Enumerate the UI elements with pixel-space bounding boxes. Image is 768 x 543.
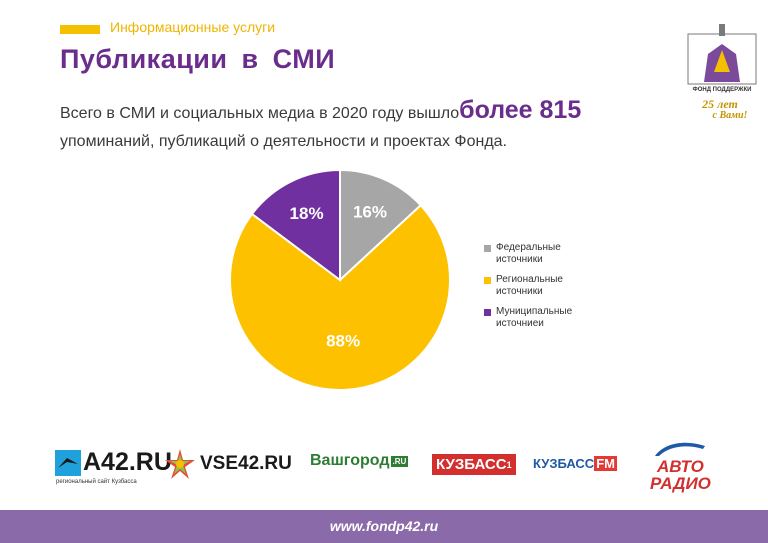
logo-slogan-1: 25 лет xyxy=(701,97,738,111)
pie-chart: 16% 88% 18% xyxy=(229,170,451,390)
fund-logo: ФОНД ПОДДЕРЖКИ 25 лет с Вами! xyxy=(687,24,757,120)
tag-bar xyxy=(60,25,100,34)
kuzbass-logo: КУЗБАСС 1 xyxy=(432,454,516,475)
intro-before: Всего в СМИ и социальных медиа в 2020 го… xyxy=(60,105,460,122)
star-icon xyxy=(165,449,195,479)
slice-label-municipal: 18% xyxy=(290,204,324,223)
slice-municipal xyxy=(250,170,341,283)
a42-icon xyxy=(55,449,81,476)
slice-federal xyxy=(339,170,423,283)
legend-item-regional: Региональные источники xyxy=(484,274,604,298)
logo-line: ФОНД ПОДДЕРЖКИ xyxy=(693,87,752,93)
footer-url[interactable]: www.fondp42.ru xyxy=(0,510,768,543)
swoosh-icon xyxy=(655,442,706,456)
vashgorod-logo: Вашгород .RU xyxy=(310,452,409,469)
intro-text: Всего в СМИ и социальных медиа в 2020 го… xyxy=(60,96,620,156)
intro-after: упоминаний, публикаций о деятельности и … xyxy=(60,133,507,150)
a42-subtitle: региональный сайт Кузбасса xyxy=(56,479,137,485)
slice-label-federal: 16% xyxy=(353,202,387,221)
legend-item-municipal: Муниципальные источниеи xyxy=(484,306,604,330)
legend-item-federal: Федеральные источники xyxy=(484,242,604,266)
legend-swatch xyxy=(484,277,491,284)
chart-legend: Федеральные источники Региональные источни… xyxy=(484,242,604,338)
slice-regional xyxy=(229,203,451,390)
legend-swatch xyxy=(484,309,491,316)
vse42-logo: VSE42.RU xyxy=(164,448,292,480)
page-title: Публикации в СМИ xyxy=(60,44,336,74)
intro-highlight: более 815 xyxy=(459,96,582,124)
kuzbassfm-logo: КУЗБАСС FM xyxy=(533,456,617,471)
legend-swatch xyxy=(484,245,491,252)
section-tag: Информационные услуги xyxy=(110,19,276,35)
map-shape-icon xyxy=(714,50,730,72)
a42-logo: A42.RU xyxy=(55,448,172,477)
avtoradio-logo: АВТО РАДИО xyxy=(650,440,711,492)
slice-label-regional: 88% xyxy=(326,331,360,350)
logo-slogan-2: с Вами! xyxy=(713,110,748,120)
partner-logos: A42.RU региональный сайт Кузбасса VSE42.… xyxy=(50,440,720,500)
